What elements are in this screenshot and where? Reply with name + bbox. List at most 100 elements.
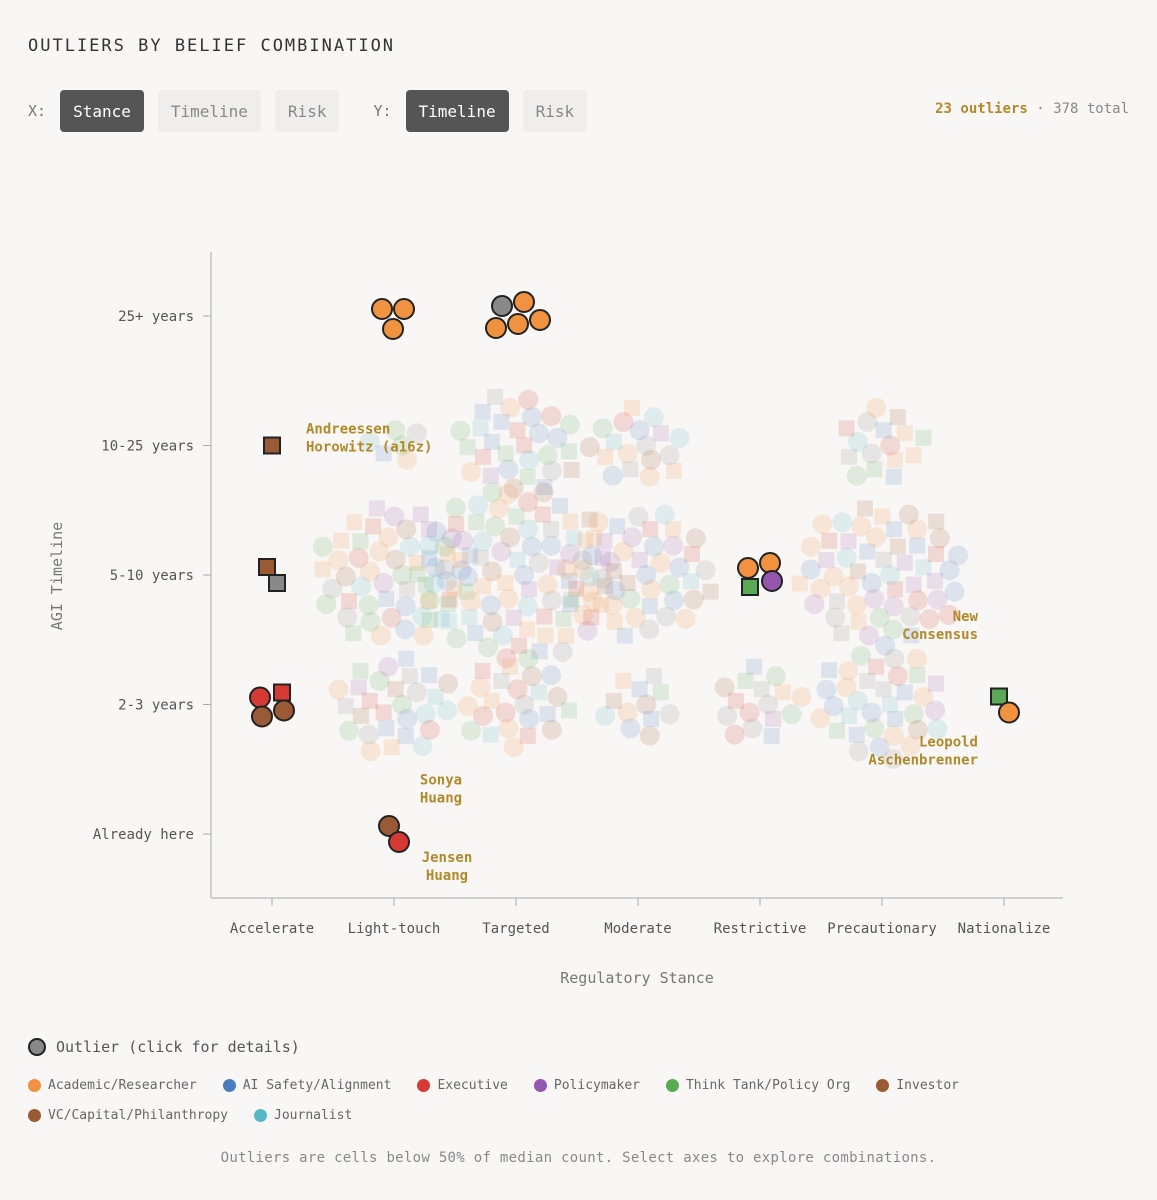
outlier-marker[interactable] [529, 309, 551, 331]
background-respondent [887, 581, 904, 598]
background-respondent [869, 737, 890, 758]
background-respondent [507, 679, 528, 700]
background-respondent [864, 588, 885, 609]
outlier-marker[interactable] [759, 552, 781, 574]
background-respondent [903, 704, 924, 725]
background-respondent [397, 449, 418, 470]
background-respondent [353, 707, 370, 724]
background-respondent [519, 468, 536, 485]
background-respondent [345, 625, 362, 642]
outlier-marker[interactable] [382, 318, 404, 340]
background-respondent [459, 439, 476, 456]
background-respondent [370, 625, 391, 646]
background-respondent [617, 443, 638, 464]
y-tick-label: 2-3 years [118, 698, 194, 714]
background-respondent [360, 611, 381, 632]
legend-label: Journalist [274, 1108, 353, 1123]
background-respondent [583, 609, 600, 626]
background-respondent [791, 575, 808, 592]
y-option-timeline-button[interactable]: Timeline [405, 90, 509, 132]
x-option-timeline-button[interactable]: Timeline [157, 90, 261, 132]
outlier-marker[interactable] [990, 687, 1008, 706]
background-respondent [582, 545, 603, 566]
background-respondent [446, 580, 463, 597]
background-respondent [397, 708, 418, 729]
background-respondent [426, 521, 447, 542]
background-respondent [541, 590, 562, 611]
background-respondent [473, 705, 494, 726]
background-respondent [591, 568, 612, 589]
x-option-stance-button[interactable]: Stance [60, 90, 144, 132]
background-respondent [927, 718, 948, 739]
outlier-marker[interactable] [388, 831, 410, 853]
background-respondent [518, 389, 539, 410]
background-respondent [857, 411, 878, 432]
outlier-marker[interactable] [513, 291, 535, 313]
background-respondent [791, 686, 812, 707]
x-tick-label: Light-touch [348, 921, 441, 937]
x-option-risk-button[interactable]: Risk [274, 90, 340, 132]
background-respondent [352, 533, 369, 550]
background-respondent [695, 560, 716, 581]
background-respondent [905, 576, 922, 593]
outlier-marker[interactable] [761, 570, 783, 592]
outlier-marker[interactable] [371, 298, 393, 320]
background-respondent [369, 541, 390, 562]
background-respondent [727, 692, 744, 709]
background-respondent [886, 521, 903, 538]
outlier-annotation-label: Leopold [919, 735, 978, 751]
background-respondent [625, 607, 646, 628]
legend-label: AI Safety/Alignment [242, 1078, 392, 1093]
background-respondent [551, 497, 568, 514]
y-tick-label: 5-10 years [110, 568, 194, 584]
background-respondent [530, 684, 547, 701]
outlier-marker[interactable] [263, 436, 281, 455]
outlier-marker[interactable] [741, 578, 759, 596]
background-respondent [753, 681, 770, 698]
outlier-marker[interactable] [251, 705, 273, 728]
outlier-marker[interactable] [507, 313, 529, 335]
background-respondent [497, 575, 514, 592]
outlier-marker[interactable] [491, 295, 513, 317]
background-respondent [907, 648, 928, 669]
background-respondent [847, 431, 868, 452]
outlier-marker[interactable] [249, 686, 271, 709]
outlier-marker[interactable] [737, 557, 759, 579]
background-respondent [392, 435, 413, 456]
outlier-marker[interactable] [378, 815, 400, 837]
background-respondent [358, 724, 379, 745]
background-respondent [533, 482, 554, 503]
outlier-marker[interactable] [485, 317, 507, 339]
legend-outlier-label: Outlier (click for details) [56, 1038, 300, 1056]
background-respondent [643, 536, 664, 557]
background-respondent [384, 506, 405, 527]
background-respondent [654, 504, 675, 525]
background-respondent [841, 707, 858, 724]
background-respondent [508, 508, 525, 525]
background-respondent [561, 572, 578, 589]
background-respondent [900, 606, 921, 627]
background-respondent [636, 694, 657, 715]
outlier-marker[interactable] [393, 298, 415, 320]
background-respondent [518, 648, 539, 669]
outlier-marker[interactable] [268, 574, 286, 592]
outlier-marker[interactable] [258, 558, 276, 576]
background-respondent [351, 576, 372, 597]
background-respondent [392, 694, 413, 715]
outlier-marker[interactable] [998, 701, 1020, 724]
outlier-marker[interactable] [273, 699, 295, 722]
background-respondent [781, 704, 802, 725]
scatter-chart: 25+ years 10-25 years 5-10 years 2-3 years A… [48, 252, 1063, 987]
background-respondent [541, 535, 562, 556]
background-respondent [441, 613, 458, 630]
background-respondent [866, 527, 887, 548]
outlier-marker[interactable] [273, 683, 291, 702]
background-respondent [889, 409, 906, 426]
y-option-risk-button[interactable]: Risk [522, 90, 588, 132]
background-respondent [851, 516, 872, 537]
background-respondent [482, 611, 503, 632]
background-respondent [929, 528, 950, 549]
background-respondent [543, 521, 560, 538]
background-respondent [563, 461, 580, 478]
background-respondent [421, 550, 438, 567]
